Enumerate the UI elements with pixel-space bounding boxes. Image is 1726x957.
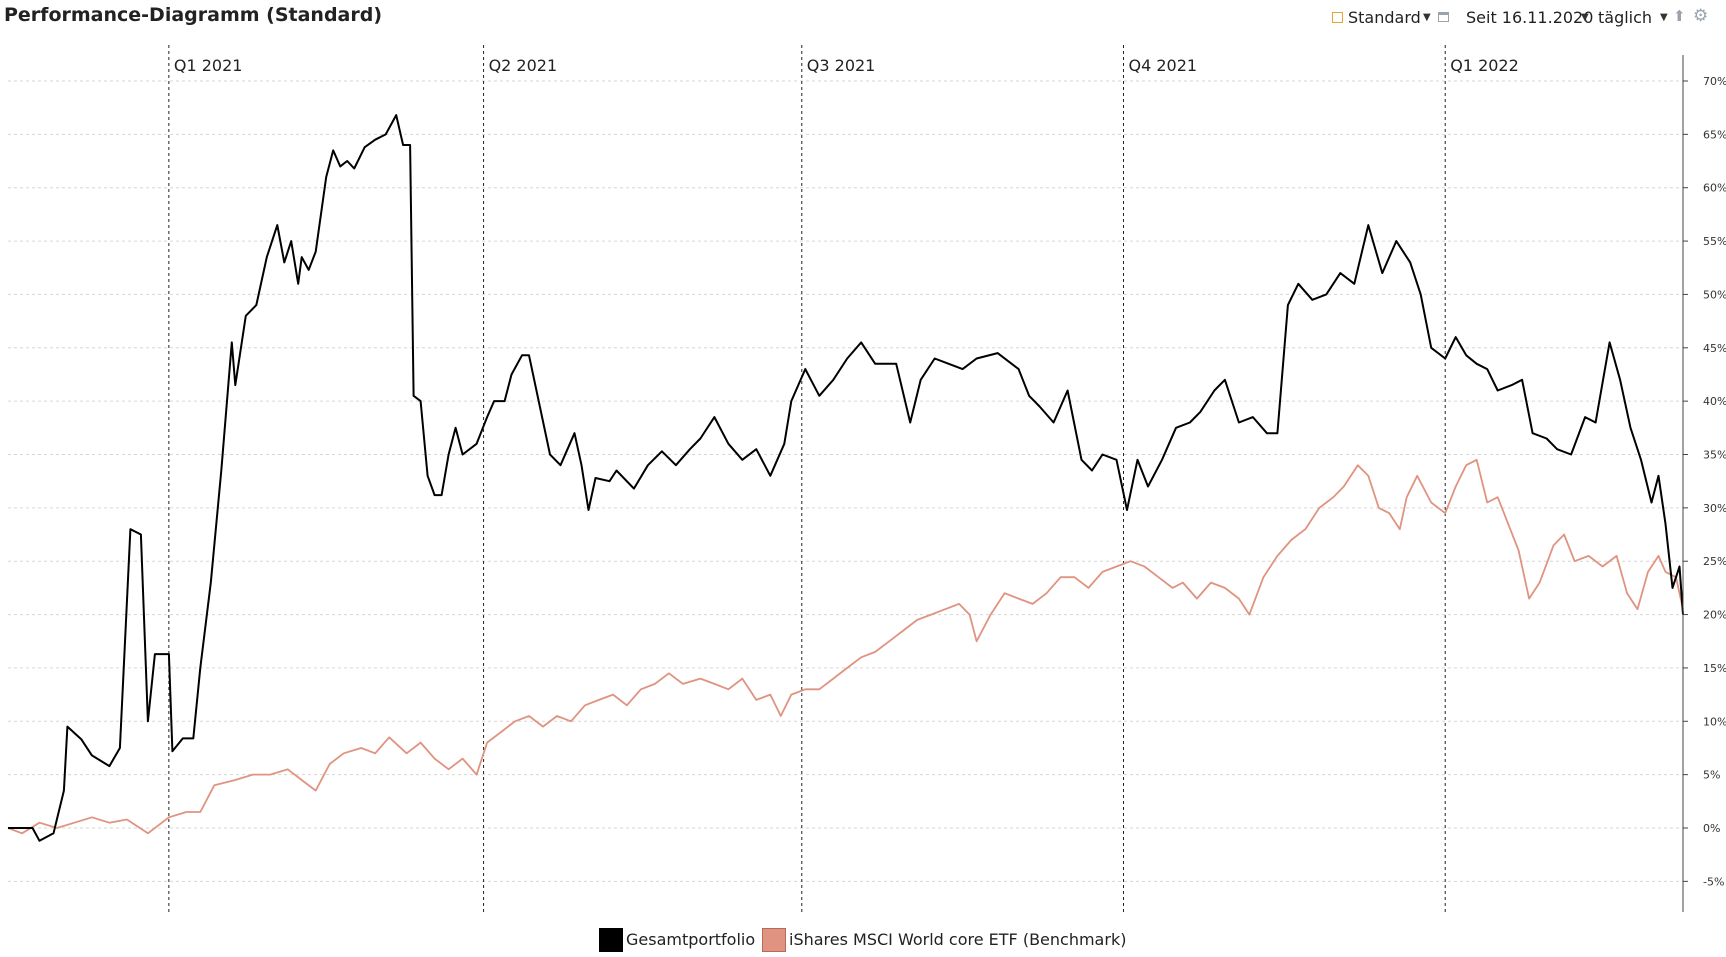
view-dropdown-chevron-down-icon[interactable]: ▼ [1423,12,1431,23]
y-tick-label: 5% [1703,769,1720,782]
interval-select-label: täglich [1598,8,1653,27]
interval-select[interactable]: täglich [1598,8,1652,27]
y-axis: -5% 0% 5% 10% 15% 20% 25% 30% 35% 40% 45% 50% 55% 60%… [1682,55,1726,912]
legend-swatch-gesamtportfolio [599,928,623,952]
window-icon[interactable] [1438,12,1449,22]
y-tick-label: 35% [1703,449,1726,462]
y-tick-label: 40% [1703,395,1726,408]
legend-label: iShares MSCI World core ETF (Benchmark) [789,930,1127,949]
series-line-benchmark [7,458,1684,835]
y-tick-label: 55% [1703,235,1726,248]
quarter-label: Q4 2021 [1129,56,1198,75]
series-lines [7,114,1684,842]
series-line-gesamtportfolio [8,114,1684,842]
gear-icon[interactable]: ⚙ [1693,6,1709,26]
quarter-label: Q2 2021 [489,56,558,75]
period-select-label: Seit 16.11.2020 [1466,8,1594,27]
period-select[interactable]: Seit 16.11.2020 [1466,8,1593,27]
period-dropdown-chevron-down-icon[interactable]: ▼ [1581,12,1589,23]
upload-icon[interactable]: ⬆ [1673,7,1686,25]
y-tick-label: 45% [1703,342,1726,355]
calendar-icon[interactable] [1332,12,1343,23]
y-tick-label: -5% [1703,875,1724,888]
y-tick-label: 65% [1703,128,1726,141]
y-tick-label: 15% [1703,662,1726,675]
y-tick-label: 60% [1703,182,1726,195]
quarter-label: Q1 2022 [1450,56,1519,75]
interval-dropdown-chevron-down-icon[interactable]: ▼ [1660,12,1668,23]
y-tick-label: 10% [1703,715,1726,728]
chart-toolbar: Standard ▼ Seit 16.11.2020 ▼ täglich ▼ ⬆… [1326,6,1726,30]
page-title: Performance-Diagramm (Standard) [4,4,383,26]
legend-swatch-benchmark [762,928,786,952]
performance-line-chart: Q1 2021 Q2 2021 Q3 2021 Q4 2021 Q1 2022 -5% 0… [7,45,1726,912]
chart-header: Performance-Diagramm (Standard) Standard… [0,0,1726,36]
quarter-label: Q1 2021 [174,56,243,75]
y-tick-label: 25% [1703,555,1726,568]
y-tick-label: 30% [1703,502,1726,515]
legend-label: Gesamtportfolio [626,930,756,949]
y-tick-label: 70% [1703,75,1726,88]
chart-legend: Gesamtportfolio iShares MSCI World core … [0,928,1726,952]
quarter-markers: Q1 2021 Q2 2021 Q3 2021 Q4 2021 Q1 2022 [168,45,1519,912]
view-select[interactable]: Standard [1348,8,1421,27]
y-tick-label: 20% [1703,609,1726,622]
view-select-label: Standard [1348,8,1421,27]
y-tick-label: 0% [1703,822,1720,835]
grid-lines [8,80,1683,882]
y-tick-label: 50% [1703,288,1726,301]
quarter-label: Q3 2021 [807,56,876,75]
